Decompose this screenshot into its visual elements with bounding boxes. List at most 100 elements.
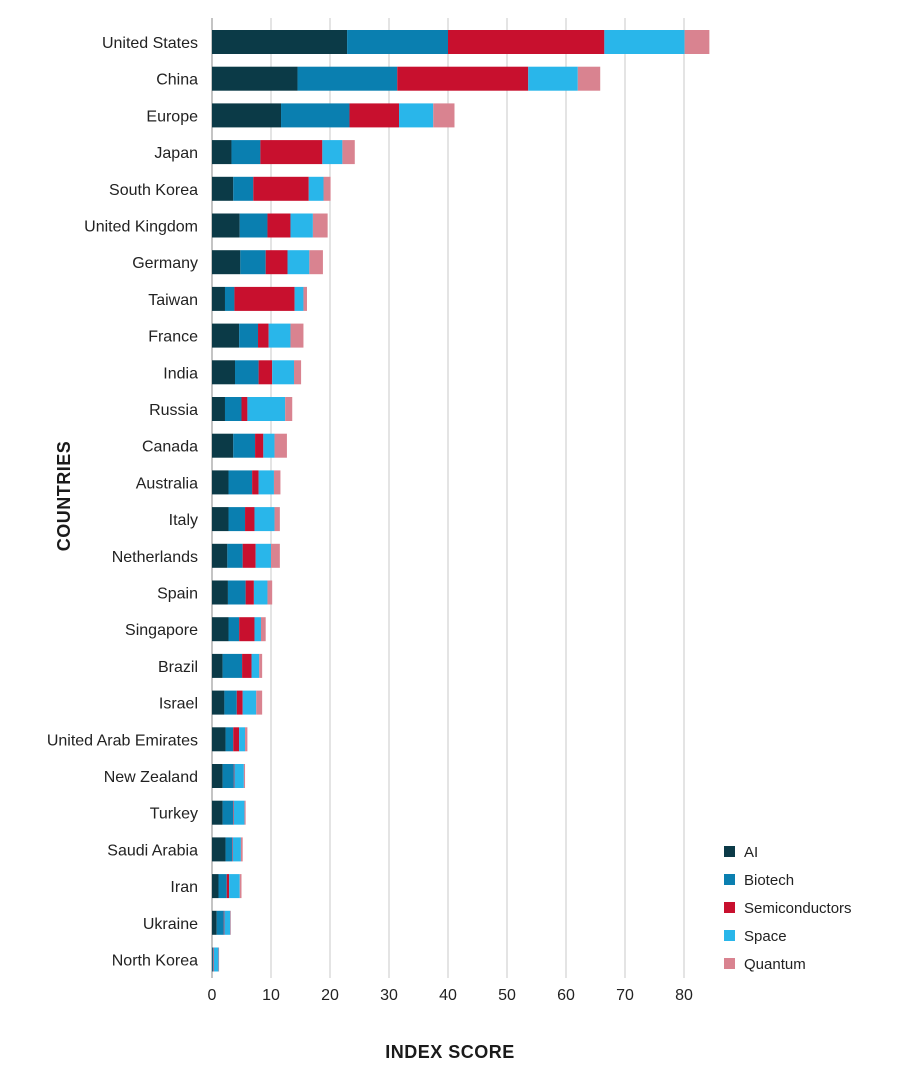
bar-segment-biotech	[224, 397, 242, 421]
category-label: Russia	[149, 402, 198, 419]
bar-segment-quantum	[240, 837, 243, 862]
bar-segment-semiconductors	[349, 103, 400, 128]
bar-segment-ai	[212, 213, 240, 238]
bar-segment-space	[229, 874, 240, 899]
bar-segment-ai	[212, 470, 229, 495]
bar-segment-ai	[212, 140, 232, 165]
bar-segment-biotech	[224, 690, 237, 715]
bar-segment-ai	[212, 580, 228, 605]
category-label: Saudi Arabia	[107, 842, 198, 859]
x-tick-label: 70	[616, 987, 634, 1004]
category-label: Japan	[154, 145, 198, 162]
bar-segment-biotech	[228, 507, 246, 532]
x-tick-label: 40	[439, 987, 457, 1004]
bar-segment-biotech	[222, 800, 234, 825]
bar-segment-ai	[212, 433, 234, 458]
bar-segment-space	[263, 433, 275, 458]
category-label: Singapore	[125, 622, 198, 639]
bar-segment-space	[294, 286, 304, 311]
bar-segment-quantum	[239, 874, 242, 899]
bar-segment-ai	[212, 800, 223, 825]
bar-segment-semiconductors	[242, 543, 256, 568]
bar-segment-semiconductors	[258, 323, 269, 348]
bar-segment-semiconductors	[245, 507, 255, 532]
bar-segment-space	[224, 910, 231, 935]
bar-segment-semiconductors	[233, 800, 234, 825]
bar-segment-biotech	[297, 66, 398, 91]
legend-swatch-biotech	[724, 874, 735, 885]
bar-segment-space	[234, 764, 244, 788]
bar-segment-biotech	[233, 433, 256, 458]
legend-swatch-ai	[724, 846, 735, 857]
bar-segment-quantum	[259, 653, 263, 678]
bar-segment-biotech	[347, 30, 448, 54]
category-label: Taiwan	[148, 292, 198, 309]
bar-segment-biotech	[216, 910, 224, 935]
legend-label: Quantum	[744, 956, 806, 973]
bar-segment-biotech	[228, 617, 240, 642]
bar-segment-biotech	[281, 103, 350, 128]
category-label: Germany	[132, 255, 198, 272]
bar-segment-space	[251, 653, 260, 678]
category-label: Netherlands	[112, 549, 198, 566]
bar-segment-ai	[212, 103, 282, 128]
legend-swatch-quantum	[724, 958, 735, 969]
y-axis-title: COUNTRIES	[54, 441, 74, 552]
bar-segment-semiconductors	[233, 727, 240, 752]
bar-segment-ai	[212, 66, 298, 91]
bar-segment-space	[254, 617, 261, 642]
bar-segment-semiconductors	[242, 653, 252, 678]
bar-segment-semiconductors	[397, 66, 529, 91]
category-label: Iran	[170, 879, 198, 896]
bar-segment-biotech	[239, 323, 259, 348]
bar-segment-ai	[212, 507, 229, 532]
bar-segment-quantum	[273, 470, 281, 495]
bar-segment-space	[253, 580, 268, 605]
bar-segment-biotech	[233, 176, 254, 201]
bar-segment-semiconductors	[258, 360, 273, 385]
category-label: Brazil	[158, 659, 198, 676]
bar-segment-semiconductors	[233, 764, 235, 788]
bar-segment-ai	[212, 837, 226, 862]
bar-segment-semiconductors	[241, 397, 248, 421]
x-tick-label: 80	[675, 987, 693, 1004]
bar-segment-biotech	[235, 360, 259, 385]
category-label: South Korea	[109, 182, 198, 199]
bar-segment-quantum	[243, 764, 246, 788]
category-label: United Kingdom	[84, 219, 198, 236]
bar-segment-semiconductors	[448, 30, 605, 54]
category-label: New Zealand	[104, 769, 198, 786]
bar-segment-biotech	[222, 653, 243, 678]
bar-segment-biotech	[240, 250, 266, 275]
bar-segment-space	[213, 947, 219, 972]
bar-segment-quantum	[303, 286, 307, 311]
bar-segment-quantum	[309, 250, 323, 275]
bar-segment-quantum	[684, 30, 710, 54]
bar-segment-semiconductors	[255, 433, 264, 458]
bar-segment-semiconductors	[226, 874, 230, 899]
bar-segment-semiconductors	[245, 580, 254, 605]
category-label: Ukraine	[143, 916, 198, 933]
x-axis-title: INDEX SCORE	[385, 1042, 515, 1062]
bar-segment-quantum	[342, 140, 355, 165]
x-tick-label: 10	[262, 987, 280, 1004]
x-tick-label: 30	[380, 987, 398, 1004]
bar-segment-semiconductors	[253, 176, 309, 201]
bar-segment-semiconductors	[267, 213, 291, 238]
bar-segment-space	[287, 250, 310, 275]
bar-segment-quantum	[285, 397, 293, 421]
bar-segment-quantum	[271, 543, 280, 568]
bar-segment-ai	[212, 286, 225, 311]
bar-segment-biotech	[228, 470, 253, 495]
bar-segment-biotech	[222, 764, 234, 788]
bar-segment-space	[268, 323, 291, 348]
bar-segment-semiconductors	[252, 470, 259, 495]
category-label: France	[148, 329, 198, 346]
bar-segment-quantum	[323, 176, 331, 201]
bar-segment-space	[528, 66, 578, 91]
x-tick-label: 20	[321, 987, 339, 1004]
bar-segment-ai	[212, 617, 229, 642]
bar-segment-semiconductors	[223, 910, 225, 935]
bar-segment-ai	[212, 323, 240, 348]
bar-segment-semiconductors	[239, 617, 255, 642]
